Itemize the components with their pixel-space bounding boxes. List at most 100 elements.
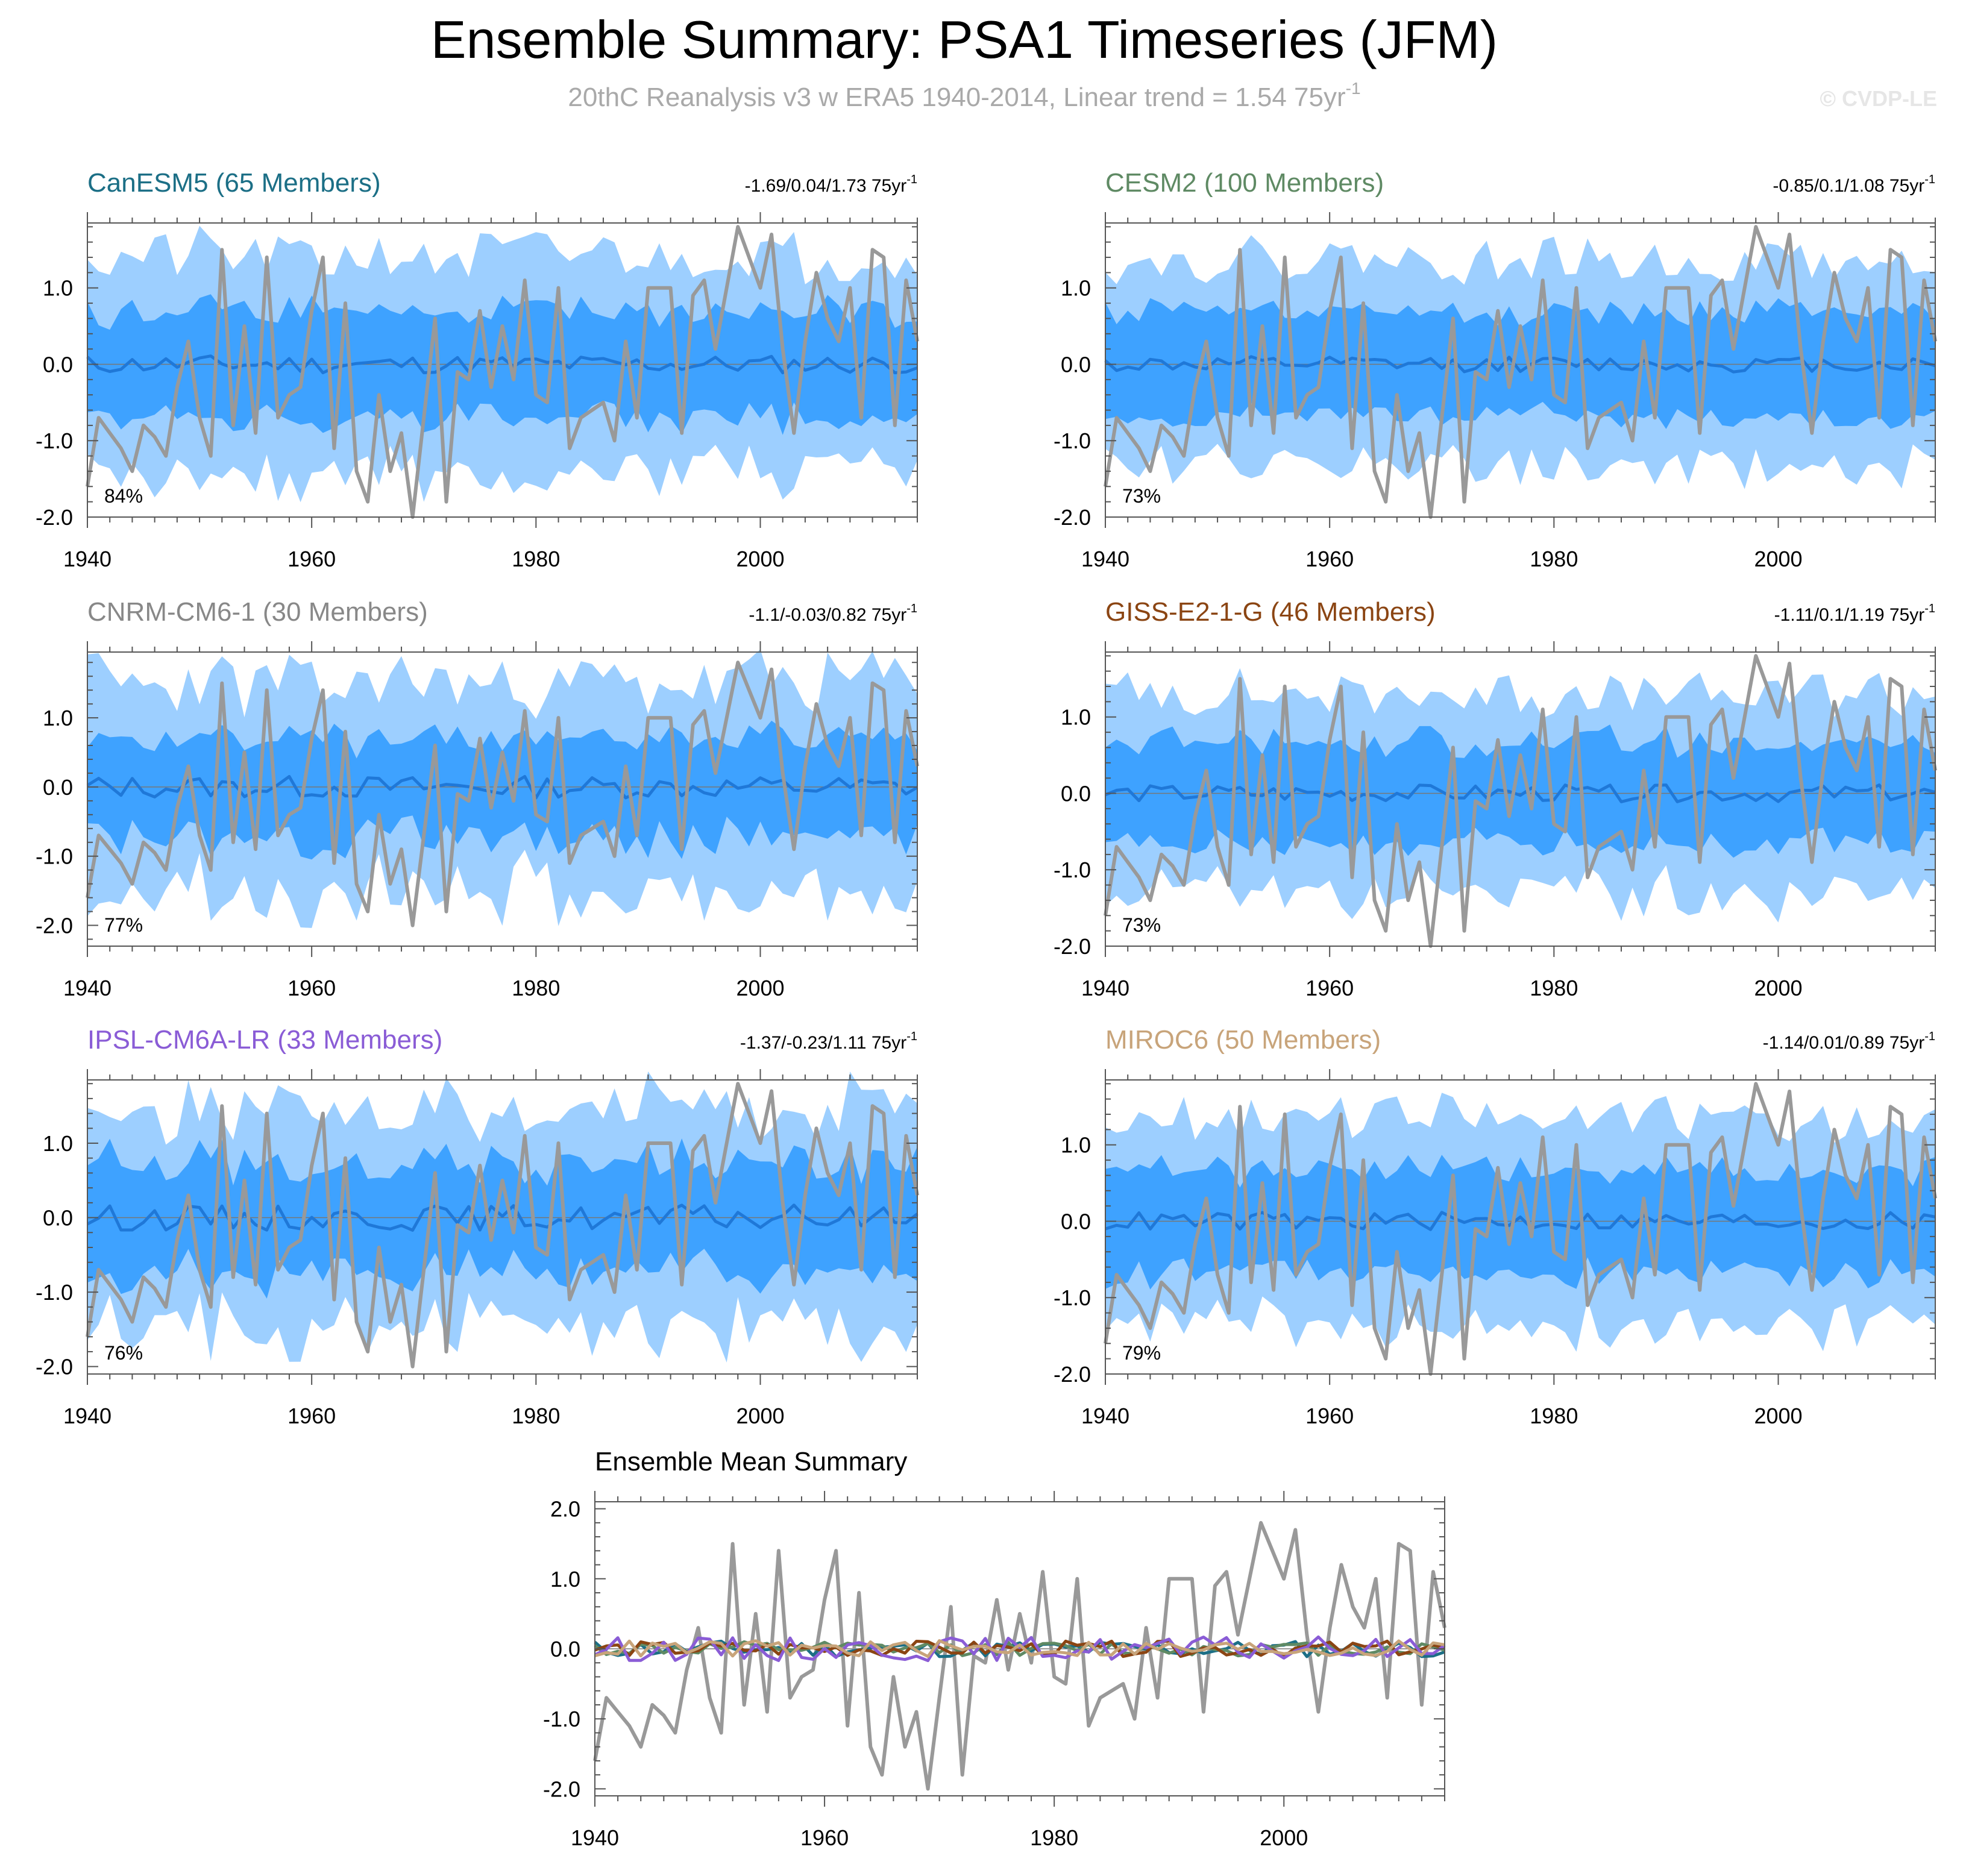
trend-label: -1.37/-0.23/1.11 75yr-1 (740, 1030, 917, 1053)
percent-label: 84% (104, 485, 143, 507)
y-tick-label: 1.0 (550, 1567, 580, 1592)
x-tick-label: 2000 (1754, 976, 1802, 1000)
y-tick-label: -2.0 (36, 505, 73, 530)
x-tick-label: 1980 (1530, 547, 1578, 571)
y-tick-label: -2.0 (543, 1777, 580, 1801)
x-tick-label: 1940 (1081, 1404, 1129, 1428)
x-tick-label: 1940 (1081, 976, 1129, 1000)
x-tick-label: 1980 (1530, 976, 1578, 1000)
percent-label: 73% (1122, 485, 1161, 507)
trend-text: -1.69/0.04/1.73 75yr (745, 176, 907, 196)
trend-text: -0.85/0.1/1.08 75yr (1773, 176, 1924, 196)
ensemble-mean-line (1105, 783, 1936, 803)
panel-1: CanESM5 (65 Members) -1.69/0.04/1.73 75yr… (36, 168, 919, 571)
x-tick-label: 1960 (287, 547, 336, 571)
percent-label: 79% (1122, 1342, 1161, 1364)
ensemble-mean-line (1105, 1211, 1936, 1231)
x-tick-label: 1980 (1030, 1825, 1078, 1850)
ensemble-mean-line (1104, 355, 1936, 374)
x-tick-label: 1980 (512, 1404, 560, 1428)
y-tick-label: -2.0 (36, 1355, 73, 1379)
ensemble-mean-line (86, 775, 919, 800)
trend-text: -1.11/0.1/1.19 75yr (1774, 605, 1925, 625)
y-tick-label: 1.0 (43, 276, 73, 301)
panel-title: CNRM-CM6-1 (30 Members) (87, 597, 428, 627)
trend-sup: -1 (906, 1030, 917, 1043)
panel-title: GISS-E2-1-G (46 Members) (1105, 597, 1436, 627)
y-tick-label: -2.0 (1054, 1362, 1091, 1387)
trend-sup: -1 (1924, 1030, 1935, 1043)
x-tick-label: 1940 (63, 547, 111, 571)
plot-frame (1105, 1079, 1936, 1375)
y-tick-label: 2.0 (550, 1497, 580, 1522)
plot-frame (1105, 222, 1936, 518)
y-tick-label: 0.0 (43, 775, 73, 800)
trend-label: -0.85/0.1/1.08 75yr-1 (1773, 173, 1935, 196)
x-tick-label: 1960 (287, 1404, 336, 1428)
x-tick-label: 2000 (1754, 1404, 1802, 1428)
trend-text: -1.14/0.01/0.89 75yr (1763, 1033, 1925, 1053)
panel-title: IPSL-CM6A-LR (33 Members) (87, 1025, 442, 1055)
y-tick-label: 1.0 (1061, 1133, 1091, 1158)
y-tick-label: 0.0 (1061, 352, 1091, 377)
y-tick-label: 0.0 (1061, 1209, 1091, 1234)
trend-sup: -1 (1924, 173, 1935, 186)
x-tick-label: 1960 (287, 976, 336, 1000)
trend-label: -1.11/0.1/1.19 75yr-1 (1774, 602, 1935, 625)
inner-spread-band (87, 720, 917, 860)
panel-title: MIROC6 (50 Members) (1105, 1025, 1381, 1055)
panel-6: MIROC6 (50 Members) -1.14/0.01/0.89 75yr-… (1054, 1025, 1937, 1428)
inner-spread-band (1105, 1155, 1935, 1290)
x-tick-label: 2000 (736, 547, 784, 571)
panel-title: CanESM5 (65 Members) (87, 168, 381, 198)
trend-sup: -1 (906, 173, 917, 186)
plot-frame (87, 222, 918, 518)
x-tick-label: 1960 (1305, 547, 1354, 571)
y-tick-label: -1.0 (1054, 428, 1091, 453)
y-tick-label: 0.0 (43, 352, 73, 377)
y-tick-label: -2.0 (1054, 505, 1091, 530)
x-tick-label: 1940 (1081, 547, 1129, 571)
x-tick-label: 1940 (63, 976, 111, 1000)
plot-frame (1105, 651, 1936, 947)
panel-4: GISS-E2-1-G (46 Members) -1.11/0.1/1.19 7… (1054, 597, 1937, 1000)
x-tick-label: 1960 (1305, 976, 1354, 1000)
x-tick-label: 2000 (1260, 1825, 1308, 1850)
y-tick-label: -1.0 (36, 1280, 73, 1305)
trend-label: -1.1/-0.03/0.82 75yr-1 (749, 602, 917, 625)
observed-line (593, 1520, 1446, 1791)
model-mean-line-5 (594, 1639, 1445, 1658)
x-tick-label: 1940 (63, 1404, 111, 1428)
subtitle-main: 20thC Reanalysis v3 w ERA5 1940-2014, Li… (568, 83, 1345, 112)
x-tick-label: 1980 (1530, 1404, 1578, 1428)
subtitle-sup: -1 (1346, 79, 1361, 98)
main-title: Ensemble Summary: PSA1 Timeseries (JFM) (431, 10, 1498, 69)
inner-spread-band (1105, 298, 1935, 429)
ensemble-mean-line (86, 354, 918, 375)
observed-line (86, 1082, 919, 1369)
ensemble-mean-line (86, 1203, 919, 1232)
panel-title: Ensemble Mean Summary (595, 1447, 907, 1476)
y-tick-label: 1.0 (1061, 705, 1091, 730)
observed-line (1104, 654, 1937, 948)
y-tick-label: 0.0 (550, 1637, 580, 1661)
plot-frame (87, 651, 918, 947)
percent-label: 73% (1122, 914, 1161, 936)
x-tick-label: 1940 (571, 1825, 619, 1850)
x-tick-label: 1960 (1305, 1404, 1354, 1428)
x-tick-label: 2000 (736, 1404, 784, 1428)
y-tick-label: -2.0 (36, 914, 73, 938)
panel-3: CNRM-CM6-1 (30 Members) -1.1/-0.03/0.82 7… (36, 597, 919, 1000)
x-tick-label: 1980 (512, 547, 560, 571)
plot-frame (87, 1079, 918, 1375)
trend-sup: -1 (906, 602, 917, 615)
y-tick-label: -1.0 (36, 428, 73, 453)
x-tick-label: 1960 (800, 1825, 849, 1850)
y-tick-label: -1.0 (1054, 858, 1091, 882)
inner-spread-band (1105, 724, 1935, 858)
percent-label: 76% (104, 1342, 143, 1364)
y-tick-label: 1.0 (43, 1131, 73, 1156)
observed-line (1104, 225, 1937, 519)
trend-label: -1.69/0.04/1.73 75yr-1 (745, 173, 917, 196)
